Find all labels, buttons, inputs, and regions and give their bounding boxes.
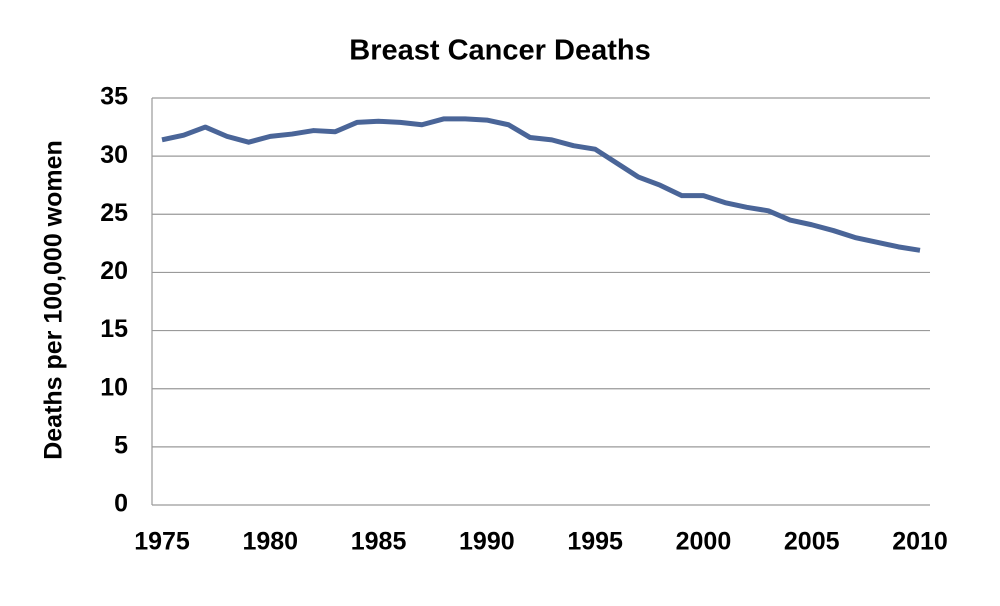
x-tick-label: 2010 — [892, 528, 948, 556]
x-tick-label: 1975 — [134, 528, 190, 556]
x-tick-label: 1995 — [567, 528, 623, 556]
y-tick-label: 35 — [100, 83, 128, 111]
y-tick-label: 25 — [100, 199, 128, 227]
data-line — [161, 116, 921, 253]
y-tick-label: 5 — [114, 431, 128, 459]
y-tick-label: 0 — [114, 490, 128, 518]
x-tick-label: 2005 — [784, 528, 840, 556]
y-tick-label: 15 — [100, 315, 128, 343]
x-tick-label: 2000 — [676, 528, 732, 556]
y-tick-label: 30 — [100, 141, 128, 169]
x-tick-label: 1990 — [459, 528, 515, 556]
x-tick-label: 1980 — [242, 528, 298, 556]
y-tick-label: 10 — [100, 373, 128, 401]
chart-title: Breast Cancer Deaths — [349, 35, 650, 67]
y-axis-label: Deaths per 100,000 women — [40, 140, 68, 460]
y-tick-label: 20 — [100, 257, 128, 285]
x-tick-label: 1985 — [351, 528, 407, 556]
